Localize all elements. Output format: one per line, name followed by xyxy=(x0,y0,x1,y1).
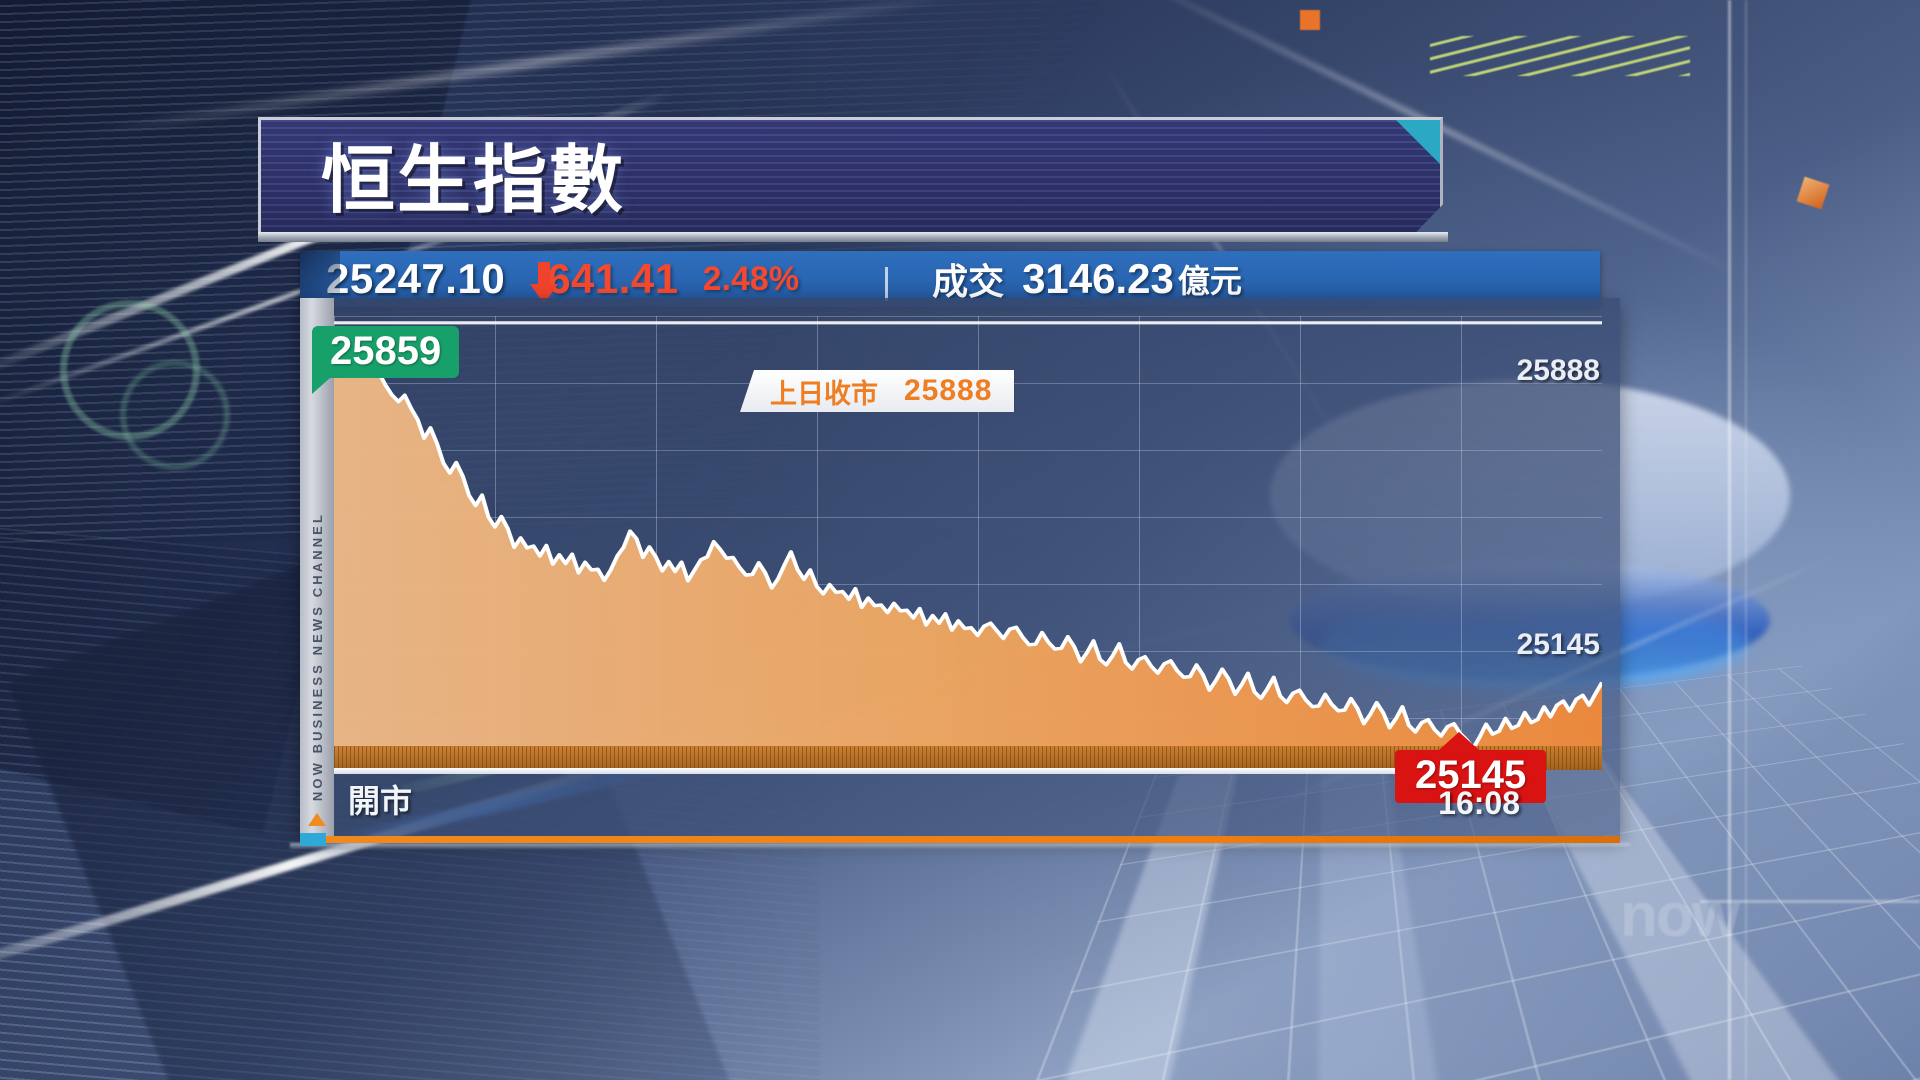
chart-panel: NOW BUSINESS NEWS CHANNEL 25859 25145 上日… xyxy=(300,298,1620,836)
triangle-up-icon xyxy=(308,813,326,826)
previous-close-tag: 上日收市 25888 xyxy=(740,370,1015,412)
bottom-accent-cap xyxy=(300,833,326,846)
change-value: 641.41 xyxy=(547,255,679,302)
bottom-accent-line xyxy=(300,836,1620,843)
previous-close-label: 上日收市 xyxy=(770,378,878,409)
horizontal-line-accent xyxy=(1700,900,1920,903)
circle-accent xyxy=(120,360,230,470)
stats-divider xyxy=(885,267,889,301)
day-low-badge: 25145 xyxy=(1395,732,1547,803)
orange-square-accent xyxy=(1300,10,1320,30)
chart-area xyxy=(334,343,1602,770)
stats-bar: 25247.10 641.41 2.48% 成交 3146.23 億元 xyxy=(300,251,1600,307)
banner-shelf xyxy=(258,232,1448,242)
channel-name: NOW BUSINESS NEWS CHANNEL xyxy=(309,511,325,801)
watermark: now xyxy=(1620,881,1740,950)
volume-band xyxy=(334,746,1602,770)
panel-shelf xyxy=(290,843,1630,849)
yellow-lines-accent xyxy=(1430,36,1690,76)
chart-axis-line xyxy=(334,768,1520,774)
index-value: 25247.10 xyxy=(326,255,506,302)
change-percent: 2.48% xyxy=(702,259,800,298)
axis-label-top: 25888 xyxy=(1516,354,1600,387)
chart-line xyxy=(334,342,1602,750)
title-banner: 恒生指數 xyxy=(258,117,1443,235)
market-open-label: 開市 xyxy=(348,783,413,819)
previous-close-value: 25888 xyxy=(904,374,993,407)
turnover-label: 成交 xyxy=(932,261,1005,302)
timestamp-label: 16:08 xyxy=(1438,785,1520,821)
turnover-unit: 億元 xyxy=(1177,263,1242,299)
day-high-badge: 25859 xyxy=(312,326,460,394)
stats-row: 25247.10 641.41 2.48% 成交 3146.23 億元 xyxy=(326,253,1242,305)
axis-label-bottom: 25145 xyxy=(1516,628,1600,661)
page-title: 恒生指數 xyxy=(321,138,625,222)
vertical-line-accent xyxy=(1728,0,1731,1080)
vertical-line-accent xyxy=(1745,0,1747,1080)
turnover-value: 3146.23 xyxy=(1022,255,1174,302)
corner-triangle-icon xyxy=(1396,120,1440,164)
chart-canvas xyxy=(334,321,1602,770)
